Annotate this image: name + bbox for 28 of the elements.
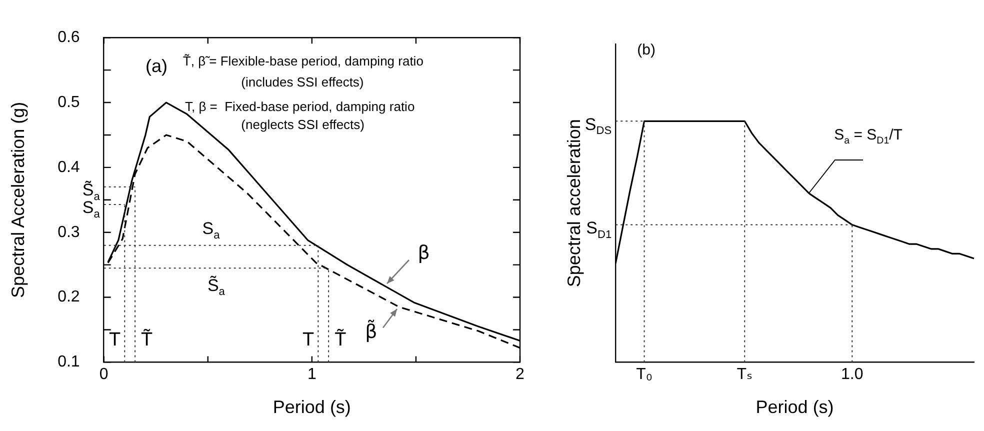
annotation: (includes SSI effects) [241, 74, 364, 90]
annotation: T̃, β̃ = Flexible-base period, damping ratio [182, 53, 424, 69]
y-tick-label: 0.2 [58, 288, 80, 306]
x-tick-label: T₀ [636, 366, 652, 384]
y-tick-label: 0.6 [58, 29, 80, 46]
annotation: (neglects SSI effects) [241, 116, 364, 132]
annotation: (a) [145, 56, 168, 76]
x-tick-label: 2 [516, 366, 525, 384]
ref-line-label: T̃ [141, 328, 154, 350]
y-tick-label: 0.3 [58, 224, 80, 241]
ref-line-label: T̃ [334, 328, 347, 350]
x-tick-label: Tₛ [736, 366, 753, 384]
x-tick-label: 1 [307, 366, 316, 384]
y-tick-label: 0.1 [58, 354, 80, 371]
y-tick-label: 0.5 [58, 94, 80, 111]
text: (b) [637, 42, 656, 59]
annotation: T, β = Fixed-base period, damping ratio [184, 98, 415, 114]
x-axis-title: Period (s) [272, 397, 351, 418]
ref-line-label: T [109, 329, 122, 350]
x-tick-label: 1.0 [841, 366, 864, 384]
ref-line-label: T [302, 329, 315, 350]
y-axis-title: Spectral acceleration [564, 119, 584, 288]
x-tick-label: 0 [99, 366, 108, 384]
x-axis-title: Period (s) [756, 397, 834, 418]
y-axis-title: Spectral Acceleration (g) [8, 102, 28, 298]
y-tick-label: 0.4 [58, 158, 80, 176]
series-label: β [418, 242, 430, 264]
series-label: β̃ [365, 319, 378, 343]
